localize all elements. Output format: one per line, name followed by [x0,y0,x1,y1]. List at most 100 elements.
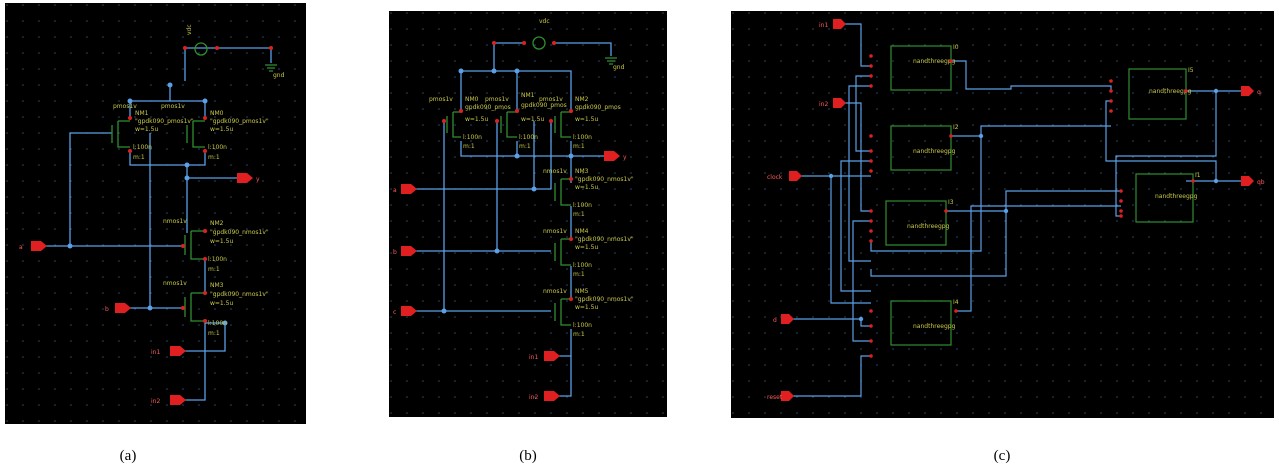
pin-label-b: b [393,249,397,256]
pin-label-in2: in2 [819,101,828,108]
device-l: l:100n [573,134,592,141]
device-w: w=1.5u [135,126,158,133]
block-label: nandthreegpg [907,223,950,230]
device-id: NM0 [465,96,479,103]
pin-label-in1: in1 [529,354,538,361]
block-label: nandthreegpg [913,58,956,65]
device-model: "gpdk090_nmos1v" [210,229,269,236]
device-w: w=1.5u [465,116,488,123]
schematic-b-svg: vdc gnd pmos1v NM0 gpdk090_pmos w=1.5u l… [389,11,667,417]
pin-in1 [170,346,186,356]
device-m: m:1 [208,154,220,161]
wires [791,23,1241,397]
block-ports [869,54,1195,358]
ground-icon [265,64,277,72]
pin-b [115,303,131,313]
block-label: nandthreegpg [1155,193,1198,200]
device-id: NM2 [575,96,589,103]
device-m: m:1 [133,154,145,161]
device-m: m:1 [208,330,220,337]
device-id: NM0 [210,110,224,117]
wires [411,42,612,397]
gnd-label: gnd [613,64,625,71]
pin-label-a: a [19,244,23,251]
block-id: I5 [1188,67,1194,74]
device-name: pmos1v [429,96,453,103]
device-id: NM5 [575,288,589,295]
device-m: m:1 [208,266,220,273]
pin-b [401,246,417,256]
pin-c [401,306,417,316]
device-w: w=1.5u [210,238,233,245]
pins [401,151,620,401]
pin-in2 [833,98,846,108]
block-label: nandthreegpg [1149,88,1192,95]
vdc-source-icon [194,42,208,56]
schematic-a-svg: vdc gnd pmos1v NM1 w=1.5u l:100n m:1 pmo… [5,3,306,424]
device-l: l:100n [573,262,592,269]
pin-in1 [544,351,560,361]
device-model: gpdk090_pmos [575,104,621,111]
block-id: I2 [953,124,959,131]
pin-label-c: c [393,309,396,316]
device-l: l:100n [519,134,538,141]
pin-label-clock: clock [767,174,783,181]
block-label: nandthreegpg [913,323,956,330]
pin-y [604,151,620,161]
block-I2: nandthreegpg I2 [890,124,959,171]
block-id: I4 [953,299,959,306]
device-w: w=1.5u [521,116,544,123]
device-name: nmos1v [543,288,567,295]
device-m: m:1 [573,211,585,218]
pin-label-qb: qb [1257,179,1265,186]
device-w: w=1.5u [575,304,598,311]
device-model: "gpdk090_nmos1v" [210,291,269,298]
pin-a [31,241,47,251]
device-m: m:1 [463,143,475,150]
device-m: m:1 [573,271,585,278]
device-id: NM2 [210,220,224,227]
device-w: w=1.5u [210,300,233,307]
junctions [67,82,228,326]
device-id: NM3 [210,282,224,289]
device-l: l:100n [133,144,152,151]
device-m: m:1 [519,143,531,150]
device-model: gpdk090_pmos [521,102,567,109]
pin-reset [781,391,794,401]
terminals [128,46,273,323]
device-id: NM1 [135,110,149,117]
device-l: l:100n [208,144,227,151]
device-id: NM1 [521,92,535,99]
pin-label-a: a [393,187,397,194]
pin-label-in2: in2 [151,398,160,405]
device-w: w=1.5u [575,244,598,251]
transistors [111,120,205,322]
device-w: w=1.5u [210,126,233,133]
pin-a [401,184,417,194]
nand-blocks: nandthreegpg I0 nandthreegpg I2 nandthre… [885,44,1201,346]
pin-d [781,314,794,324]
pin-label-d: d [773,317,777,324]
grid [731,11,1274,418]
pin-qb [1241,176,1254,186]
vdc-label: vdc [539,18,550,25]
device-m: m:1 [573,331,585,338]
vdc-label: vdc [186,24,193,35]
terminals [442,41,573,301]
block-I1: nandthreegpg I1 [1135,172,1201,223]
pin-label-reset: reset [767,394,783,401]
block-id: I3 [948,199,954,206]
device-l: l:100n [208,256,227,263]
vdc-source-icon [532,36,546,50]
block-I3: nandthreegpg I3 [885,199,954,246]
device-model: "gpdk090_nmos1v" [575,296,634,303]
pins [31,173,253,405]
device-l: l:100n [208,320,227,327]
device-name: nmos1v [543,168,567,175]
device-model: "gpdk090_nmos1v" [575,236,634,243]
pin-clock [789,171,802,181]
block-id: I1 [1195,172,1201,179]
junctions [441,68,574,314]
block-label: nandthreegpg [913,148,956,155]
device-l: l:100n [573,202,592,209]
